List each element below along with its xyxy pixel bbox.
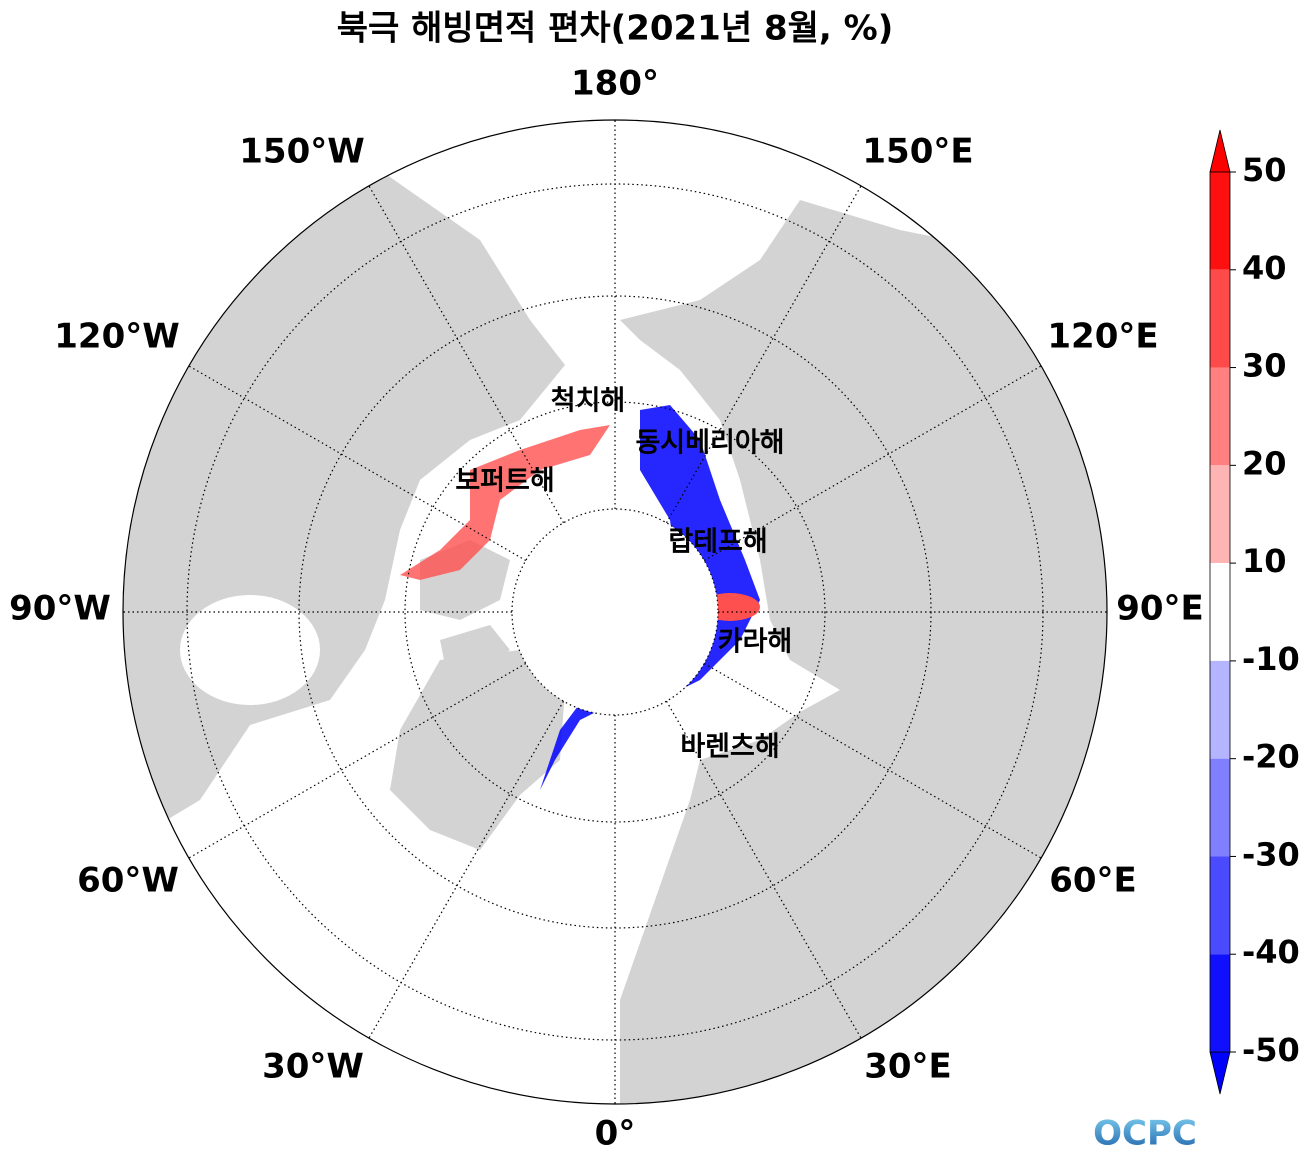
longitude-label: 180° xyxy=(571,64,659,104)
sea-label: 카라해 xyxy=(718,627,793,658)
colorbar-extension-under xyxy=(1209,1051,1231,1095)
logo: OCPC xyxy=(1093,1114,1197,1154)
colorbar-tick-label: -20 xyxy=(1242,738,1300,776)
colorbar-tick-label: 10 xyxy=(1242,542,1287,580)
colorbar-tick-label: -40 xyxy=(1242,933,1300,971)
colorbar-segment xyxy=(1210,465,1230,564)
colorbar-tick-label: -10 xyxy=(1242,640,1300,678)
longitude-label: 60°E xyxy=(1049,861,1137,901)
meridian xyxy=(665,185,862,524)
colorbar-tick-label: 50 xyxy=(1242,151,1287,189)
colorbar-segment xyxy=(1210,758,1230,857)
colorbar-segment xyxy=(1210,660,1230,759)
longitude-label: 60°W xyxy=(77,861,179,901)
pole-hole xyxy=(512,509,718,715)
longitude-label: 30°E xyxy=(864,1047,952,1087)
meridian xyxy=(368,700,565,1039)
sea-label: 동시베리아해 xyxy=(635,428,784,459)
meridian xyxy=(703,365,1042,562)
graticule xyxy=(123,120,1107,1104)
colorbar-tick-label: 40 xyxy=(1242,249,1287,287)
colorbar-segment xyxy=(1210,563,1230,661)
longitude-label: 150°E xyxy=(862,132,973,172)
longitude-label: 150°W xyxy=(239,132,364,172)
meridian xyxy=(665,700,862,1039)
meridian xyxy=(188,365,527,562)
land-eurasia xyxy=(620,200,1107,1104)
colorbar-segment xyxy=(1210,954,1230,1052)
longitude-label: 90°E xyxy=(1116,589,1204,629)
map xyxy=(123,120,1107,1104)
sea-label: 보퍼트해 xyxy=(455,466,554,497)
meridian xyxy=(188,662,527,859)
colorbar-extension-over xyxy=(1209,129,1231,173)
colorbar-segment xyxy=(1210,172,1230,270)
colorbar-tick-label: 20 xyxy=(1242,444,1287,482)
sea-label: 바렌츠해 xyxy=(680,732,779,763)
map-boundary xyxy=(122,119,1108,1105)
colorbar-segment xyxy=(1210,367,1230,466)
colorbar-tick-label: -50 xyxy=(1242,1031,1300,1069)
colorbar-frame xyxy=(1209,171,1231,1053)
meridian xyxy=(368,185,565,524)
labels: 180° 150°E 120°E 90°E 60°E 30°E 0° 30°W 60°W 90°W… xyxy=(9,64,1204,1154)
longitude-label: 90°W xyxy=(9,589,111,629)
meridian xyxy=(703,662,1042,859)
longitude-label: 0° xyxy=(595,1114,636,1154)
sea-label: 랍테프해 xyxy=(668,527,767,558)
colorbar-tick-label: 30 xyxy=(1242,347,1287,385)
colorbar-segment xyxy=(1210,269,1230,368)
title: 북극 해빙면적 편차(2021년 8월, %) xyxy=(337,9,894,49)
land-greenland xyxy=(390,650,565,850)
longitude-label: 120°E xyxy=(1047,317,1158,357)
ice-anomaly-positive-beaufort xyxy=(400,425,610,580)
sea-label: 척치해 xyxy=(551,386,626,417)
colorbar-tick-label: -30 xyxy=(1242,835,1300,873)
colorbar-segment xyxy=(1210,856,1230,955)
longitude-label: 120°W xyxy=(54,317,179,357)
longitude-label: 30°W xyxy=(262,1047,364,1087)
hudson-bay xyxy=(180,595,320,705)
colorbar: 50 40 30 20 10 -10 -20 -30 -40 -50 xyxy=(1209,129,1300,1095)
